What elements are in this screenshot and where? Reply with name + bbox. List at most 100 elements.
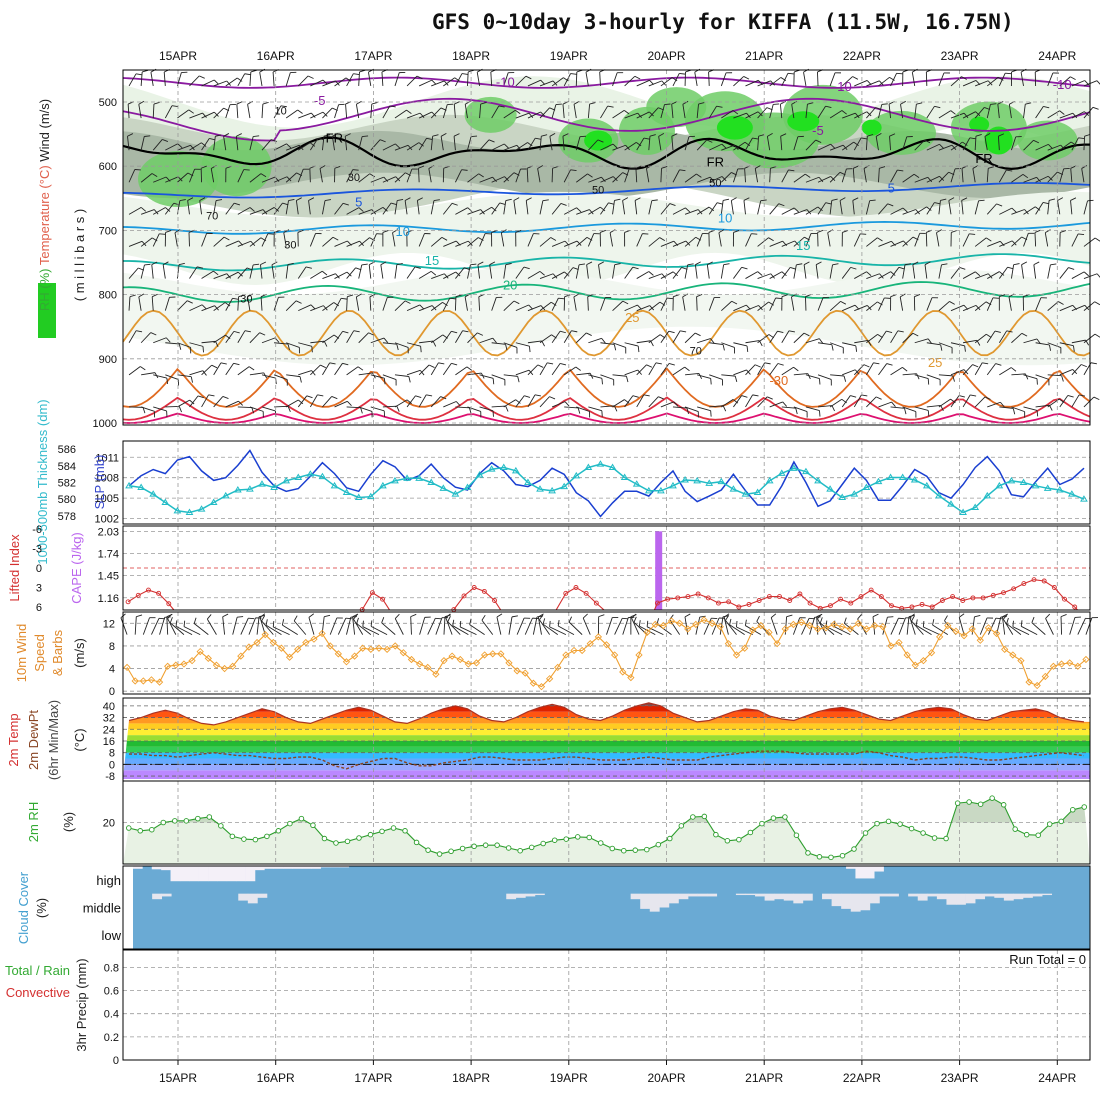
wind-barb (720, 72, 727, 87)
wind-barb-feather (613, 344, 617, 351)
sfc-wind-barb (419, 617, 426, 635)
wind-barb-feather (716, 202, 723, 205)
wind-barb-feather (329, 362, 336, 365)
wind-barb-feather (570, 169, 577, 171)
sfc-wind-barb-feather (857, 614, 862, 620)
wind-barb (539, 200, 544, 215)
wind-barb-feather (1012, 408, 1016, 415)
sfc-wind-barb-feather (932, 619, 935, 626)
wind-speed-marker (1017, 656, 1025, 665)
wind-barb (225, 240, 239, 247)
wind-barb (745, 111, 759, 119)
wind-barb (503, 172, 515, 183)
wind-barb (503, 342, 518, 348)
cloud-gap (678, 893, 689, 900)
wind-barb (237, 406, 252, 408)
rh-core-blob (787, 111, 820, 132)
wind-barb-feather (177, 176, 183, 182)
wind-barb (249, 372, 264, 376)
wind-barb (382, 105, 391, 119)
wind-barb (285, 109, 298, 119)
wind-barb (394, 374, 409, 377)
wind-barb (696, 296, 698, 311)
cloud-gap (170, 866, 181, 882)
wind-barb-feather (987, 273, 993, 279)
wind-barb-feather (1048, 198, 1056, 201)
sfc-wind-barb (736, 626, 753, 636)
wind-barb (177, 374, 192, 378)
wind-barb (285, 399, 299, 408)
wind-barb (648, 362, 657, 376)
wind-barb-feather (142, 407, 146, 414)
wind-speed-marker (424, 663, 432, 672)
wind-barb-feather (396, 262, 403, 266)
wind-barb (636, 364, 647, 376)
wind-barb-feather (661, 166, 668, 169)
wind-barb-feather (489, 261, 496, 266)
isotherm-label: 25 (928, 355, 942, 370)
wind-barb-feather (752, 394, 759, 397)
wind-barb (140, 264, 145, 279)
wind-barb (986, 297, 994, 311)
thickness-marker (439, 484, 448, 491)
wind-barb (261, 406, 276, 412)
cloud-gap (1042, 893, 1053, 896)
wind-barb-feather (369, 173, 376, 178)
wind-barb (1023, 338, 1038, 344)
xsec-ylabel-1: RH (%) Temperature (°C) Wind (m/s) (37, 99, 52, 311)
wind-speed-marker (610, 651, 619, 659)
wind-barb-feather (298, 145, 304, 151)
wind-barb (974, 237, 987, 247)
wind-ylabel-1-part: 10m Wind (14, 624, 29, 683)
wind-barb (453, 136, 456, 151)
wind-barb (249, 237, 262, 247)
rh-marker (989, 795, 995, 801)
wind-barb-feather (201, 142, 207, 147)
wind-barb (128, 240, 143, 247)
wind-barb-feather (498, 105, 505, 108)
rh-label: 30 (240, 293, 252, 305)
dewpoint-line (129, 750, 1085, 770)
wind-barb-feather (236, 101, 243, 105)
sfc-wind-barb-feather (353, 614, 358, 620)
wind-barb-feather (199, 75, 205, 79)
wind-barb (527, 364, 539, 376)
wind-barb (476, 72, 481, 87)
rh-marker (172, 818, 178, 824)
li-marker (838, 596, 844, 602)
rh-marker (782, 814, 788, 820)
wind-barb-feather (1036, 410, 1039, 417)
cloud-gap (822, 893, 832, 900)
wind-barb-feather (698, 102, 705, 105)
wind-barb-feather (912, 332, 919, 337)
wind-barb (914, 233, 921, 247)
rh-marker (655, 841, 662, 848)
wind-barb (176, 72, 182, 87)
temp-band (123, 770, 1090, 779)
wind-speed-marker (887, 642, 895, 650)
rh-marker (517, 847, 523, 854)
wind-barb (479, 139, 490, 151)
wind-barb (344, 136, 348, 151)
wind-barb (527, 305, 542, 312)
sfc-wind-barb (321, 616, 325, 635)
wind-barb (732, 168, 739, 183)
thickness-marker (391, 476, 399, 484)
wind-barb (781, 73, 789, 87)
wind-barb-feather (869, 199, 876, 202)
li-marker (777, 594, 782, 600)
sfc-wind-barb (1060, 616, 1063, 635)
wind-barb-feather (577, 407, 581, 414)
sfc-wind-barb-feather (261, 615, 265, 622)
wind-speed-marker (407, 655, 416, 664)
wind-barb (682, 104, 686, 119)
thickness-marker (1080, 495, 1088, 502)
wind-barb-feather (685, 240, 691, 246)
wind-barb (963, 339, 977, 344)
wind-barb (757, 237, 769, 247)
wind-barb (503, 144, 518, 151)
wind-barb (805, 374, 820, 379)
wind-barb-feather (178, 343, 182, 350)
sfc-wind-barb (631, 618, 640, 635)
sfc-wind-barb (923, 626, 940, 636)
